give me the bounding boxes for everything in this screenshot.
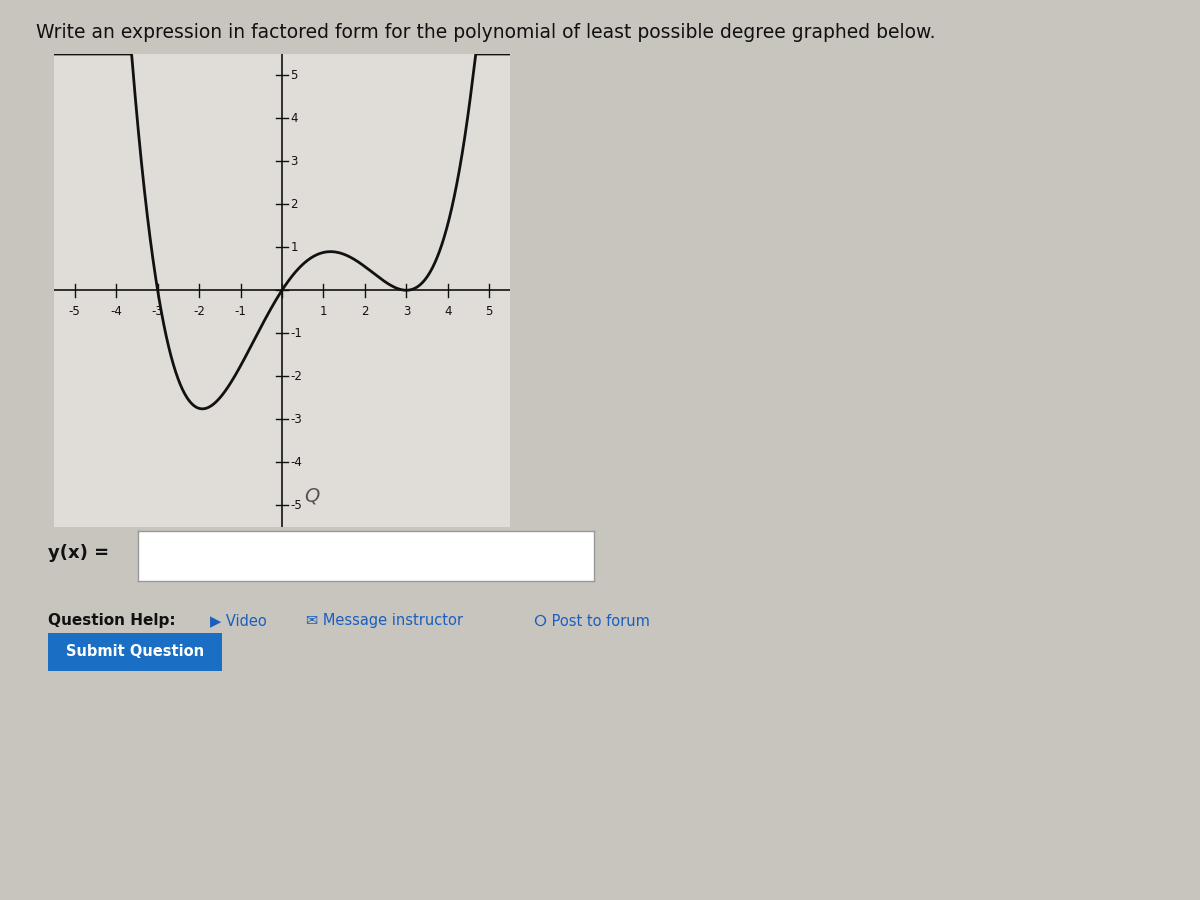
Text: ▶ Video: ▶ Video bbox=[210, 614, 266, 628]
Text: Question Help:: Question Help: bbox=[48, 614, 175, 628]
Text: 5: 5 bbox=[290, 69, 298, 82]
Text: Q: Q bbox=[304, 487, 319, 506]
Text: -3: -3 bbox=[290, 412, 302, 426]
Text: -4: -4 bbox=[110, 305, 122, 319]
Text: -1: -1 bbox=[290, 327, 302, 339]
Text: 3: 3 bbox=[290, 155, 298, 168]
Text: 2: 2 bbox=[361, 305, 368, 319]
Text: ⵔ Post to forum: ⵔ Post to forum bbox=[534, 614, 650, 628]
Text: 4: 4 bbox=[290, 112, 298, 125]
Text: Write an expression in factored form for the polynomial of least possible degree: Write an expression in factored form for… bbox=[36, 22, 936, 41]
Text: 4: 4 bbox=[444, 305, 451, 319]
Text: 3: 3 bbox=[403, 305, 410, 319]
Text: -2: -2 bbox=[290, 370, 302, 382]
Text: -3: -3 bbox=[151, 305, 163, 319]
Text: 1: 1 bbox=[290, 241, 298, 254]
Text: -1: -1 bbox=[235, 305, 246, 319]
Text: 2: 2 bbox=[290, 198, 298, 211]
Text: 1: 1 bbox=[319, 305, 328, 319]
Text: -5: -5 bbox=[290, 499, 302, 511]
Text: -5: -5 bbox=[68, 305, 80, 319]
Text: Submit Question: Submit Question bbox=[66, 644, 204, 659]
Text: y(x) =: y(x) = bbox=[48, 544, 109, 562]
Text: -2: -2 bbox=[193, 305, 205, 319]
Text: 5: 5 bbox=[486, 305, 493, 319]
Text: -4: -4 bbox=[290, 455, 302, 469]
Text: ✉ Message instructor: ✉ Message instructor bbox=[306, 614, 463, 628]
